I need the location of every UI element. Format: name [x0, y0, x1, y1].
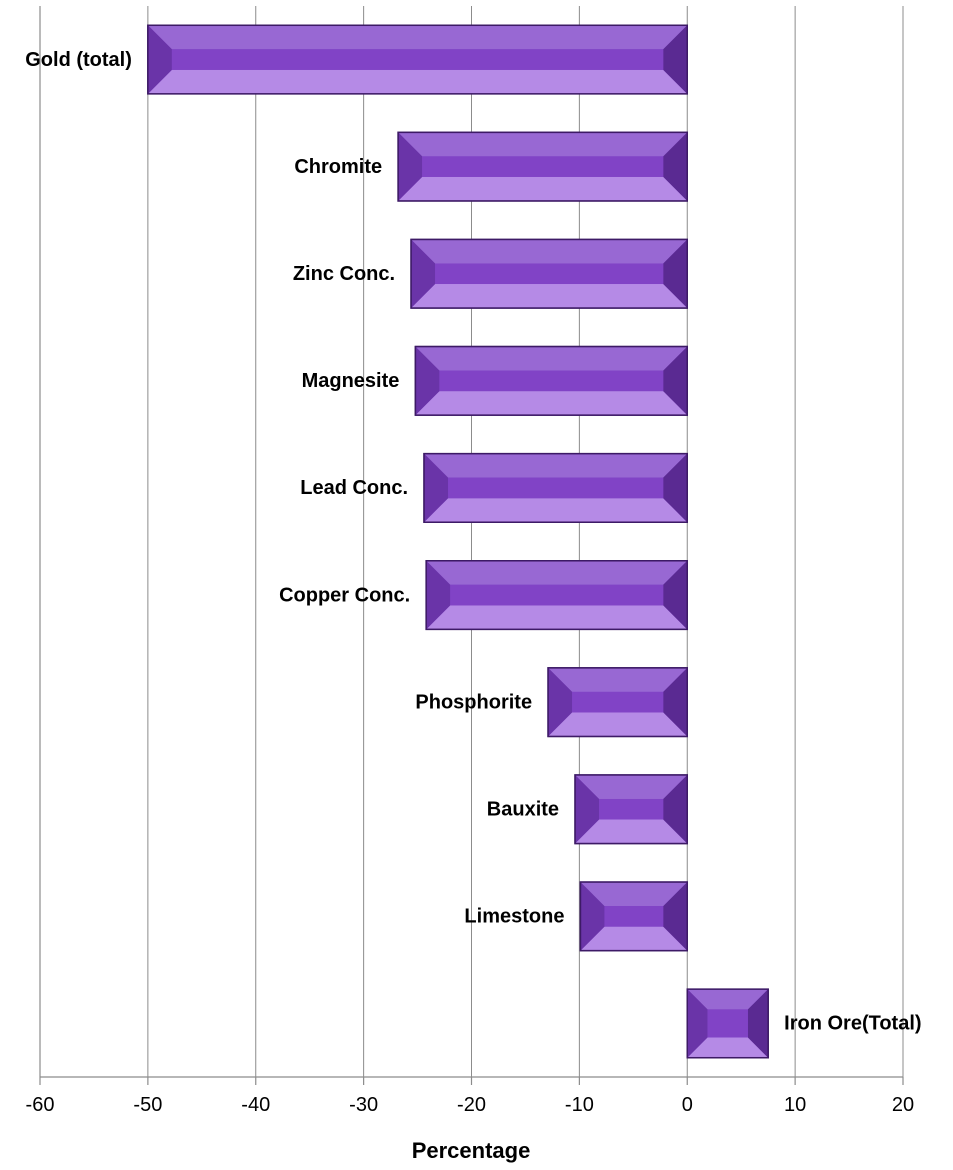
bar — [397, 131, 688, 202]
category-label: Gold (total) — [25, 49, 132, 71]
x-axis: -60 -50 -40 -30 -20 -10 0 10 20 — [26, 6, 914, 1116]
x-tick-label: -50 — [133, 1094, 162, 1116]
x-tick-label: -20 — [457, 1094, 486, 1116]
bar — [410, 238, 688, 309]
x-tick-label: -10 — [565, 1094, 594, 1116]
category-label: Limestone — [464, 906, 564, 928]
bar — [423, 452, 688, 523]
category-label: Zinc Conc. — [293, 263, 395, 285]
bar — [579, 881, 688, 952]
x-tick-label: 0 — [682, 1094, 693, 1116]
x-tick-label: 20 — [892, 1094, 914, 1116]
bars — [147, 24, 769, 1059]
x-tick-label: -60 — [26, 1094, 55, 1116]
bar — [147, 24, 688, 95]
category-label: Copper Conc. — [279, 584, 410, 606]
category-label: Lead Conc. — [300, 477, 408, 499]
category-label: Chromite — [294, 156, 382, 178]
bar — [686, 988, 769, 1059]
category-label: Magnesite — [302, 370, 400, 392]
bar — [425, 560, 688, 631]
bar — [547, 667, 688, 738]
category-labels: Gold (total) Chromite Zinc Conc. Magnesite L… — [25, 49, 921, 1035]
bar — [574, 774, 688, 845]
category-label: Phosphorite — [415, 691, 532, 713]
category-label: Bauxite — [487, 799, 559, 821]
x-axis-title: Percentage — [412, 1138, 531, 1163]
x-tick-label: -40 — [241, 1094, 270, 1116]
category-label: Iron Ore(Total) — [784, 1013, 921, 1035]
bar — [414, 345, 688, 416]
x-tick-label: 10 — [784, 1094, 806, 1116]
x-tick-label: -30 — [349, 1094, 378, 1116]
